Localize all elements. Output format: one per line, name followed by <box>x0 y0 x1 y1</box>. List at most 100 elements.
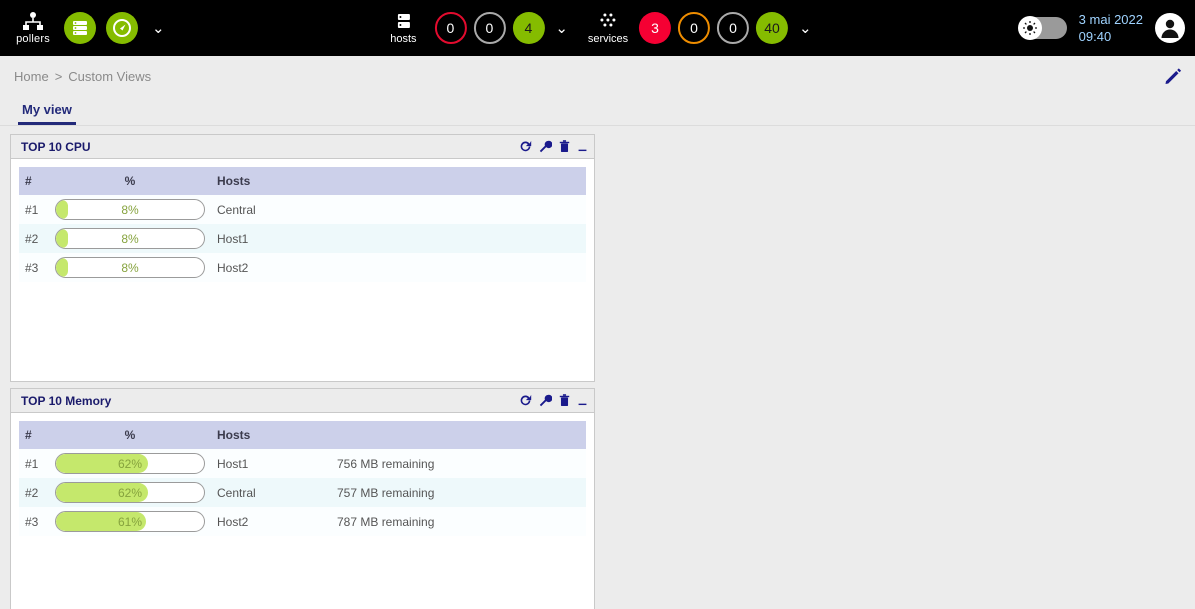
topbar-left-group: pollers ⌄ <box>0 11 169 45</box>
progress-bar-label: 62% <box>117 456 143 471</box>
row-rank: #2 <box>25 485 39 500</box>
refresh-icon[interactable] <box>519 140 532 153</box>
trash-icon[interactable] <box>559 394 570 407</box>
breadcrumb-separator: > <box>54 68 63 84</box>
topbar-left-chevron[interactable]: ⌄ <box>152 19 165 37</box>
widget-top10-cpu: TOP 10 CPU # % Hosts #1 8% Central #2 8% Host… <box>10 134 595 382</box>
col-percent: % <box>49 167 211 195</box>
edit-view-button[interactable] <box>1163 66 1183 91</box>
server-stack-button[interactable] <box>64 12 96 44</box>
hosts-label: hosts <box>390 33 417 45</box>
widget-body: # % Hosts #1 62% Host1 756 MB remaining #2 62… <box>11 413 594 609</box>
memory-table-body: #1 62% Host1 756 MB remaining #2 62% Central 75… <box>19 449 586 536</box>
widget-top10-memory: TOP 10 Memory # % Hosts #1 62% Host1 756 MB… <box>10 388 595 609</box>
minimize-icon[interactable] <box>577 394 588 407</box>
table-row: #3 8% Host2 <box>19 253 586 282</box>
wrench-icon[interactable] <box>539 394 552 407</box>
row-host[interactable]: Central <box>217 485 256 500</box>
current-time: 09:40 <box>1078 29 1112 44</box>
progress-bar: 8% <box>55 199 205 220</box>
progress-bar-label: 8% <box>121 202 139 217</box>
row-progress: 62% <box>49 449 211 478</box>
col-hosts: Hosts <box>211 167 586 195</box>
dashboard-grid: TOP 10 CPU # % Hosts #1 8% Central #2 8% Host… <box>0 126 1195 609</box>
widget-header: TOP 10 CPU <box>11 135 594 159</box>
row-host[interactable]: Host1 <box>217 456 249 471</box>
table-row: #3 61% Host2 787 MB remaining <box>19 507 586 536</box>
hosts-down-count[interactable]: 0 <box>434 12 467 44</box>
table-row: #2 8% Host1 <box>19 224 586 253</box>
row-host[interactable]: Host2 <box>217 514 249 529</box>
row-remaining: 756 MB remaining <box>337 456 435 471</box>
dots-grid-icon <box>600 13 616 27</box>
topbar-right-group: 3 mai 2022 09:40 <box>1017 11 1185 45</box>
progress-bar-fill <box>56 258 68 277</box>
row-progress: 8% <box>49 195 211 224</box>
row-rank: #1 <box>25 456 39 471</box>
hosts-chevron-down-icon[interactable]: ⌄ <box>555 19 568 37</box>
row-host[interactable]: Host1 <box>217 231 249 246</box>
widget-header: TOP 10 Memory <box>11 389 594 413</box>
services-ok-count[interactable]: 40 <box>756 12 788 44</box>
table-header-row: # % Hosts <box>19 167 586 195</box>
topbar-status-counters: hosts 0 0 4 ⌄ services 3 0 0 40 <box>379 11 815 45</box>
trash-icon[interactable] <box>559 140 570 153</box>
breadcrumb-home[interactable]: Home <box>14 68 49 84</box>
progress-bar: 8% <box>55 228 205 249</box>
server-stack-icon <box>73 21 87 35</box>
services-chevron-down-icon[interactable]: ⌄ <box>799 19 812 37</box>
services-counter-group: services 3 0 0 40 ⌄ <box>584 11 816 45</box>
progress-bar-fill <box>56 229 68 248</box>
progress-bar-fill <box>56 483 148 502</box>
breadcrumb-bar: Home > Custom Views <box>0 56 1195 96</box>
progress-bar-fill <box>56 454 148 473</box>
progress-bar-label: 61% <box>117 514 143 529</box>
user-avatar[interactable] <box>1155 13 1185 43</box>
services-warning-count[interactable]: 0 <box>678 12 710 44</box>
progress-bar: 8% <box>55 257 205 278</box>
memory-table: # % Hosts #1 62% Host1 756 MB remaining #2 62… <box>19 421 586 536</box>
row-rank: #3 <box>25 260 39 275</box>
network-nodes-icon <box>23 11 43 30</box>
hosts-counter-group: hosts 0 0 4 ⌄ <box>379 11 572 45</box>
wrench-icon[interactable] <box>539 140 552 153</box>
speedometer-icon <box>113 19 131 37</box>
progress-bar-label: 62% <box>117 485 143 500</box>
widget-title: TOP 10 Memory <box>21 393 112 408</box>
row-rank: #3 <box>25 514 39 529</box>
services-label: services <box>587 33 629 45</box>
progress-bar: 61% <box>55 511 205 532</box>
speedometer-button[interactable] <box>106 12 138 44</box>
services-unknown-count[interactable]: 0 <box>717 12 749 44</box>
theme-toggle[interactable] <box>1017 16 1067 40</box>
cpu-table: # % Hosts #1 8% Central #2 8% Host1 #3 8% Host2 <box>19 167 586 282</box>
services-critical-count[interactable]: 3 <box>639 12 671 44</box>
current-date: 3 mai 2022 <box>1078 12 1143 27</box>
refresh-icon[interactable] <box>519 394 532 407</box>
col-hosts: Hosts <box>211 421 331 449</box>
row-host[interactable]: Host2 <box>217 260 249 275</box>
progress-bar-label: 8% <box>121 231 139 246</box>
pollers-button[interactable]: pollers <box>12 11 54 45</box>
view-tab-bar: My view <box>0 96 1195 126</box>
hosts-unreachable-count[interactable]: 0 <box>473 12 506 44</box>
row-progress: 62% <box>49 478 211 507</box>
row-rank: #2 <box>25 231 39 246</box>
hosts-up-count[interactable]: 4 <box>512 12 545 44</box>
col-percent: % <box>49 421 211 449</box>
theme-toggle-knob <box>1017 16 1042 40</box>
progress-bar-label: 8% <box>121 260 139 275</box>
user-avatar-icon <box>1161 19 1179 38</box>
datetime-block: 3 mai 2022 09:40 <box>1079 11 1143 45</box>
minimize-icon[interactable] <box>577 140 588 153</box>
pencil-icon <box>1165 68 1182 84</box>
table-row: #1 62% Host1 756 MB remaining <box>19 449 586 478</box>
tab-my-view[interactable]: My view <box>18 102 76 125</box>
services-icon-block[interactable]: services <box>584 11 632 45</box>
row-remaining: 757 MB remaining <box>337 485 435 500</box>
hosts-icon-block[interactable]: hosts <box>379 11 427 45</box>
progress-bar: 62% <box>55 482 205 503</box>
pollers-label: pollers <box>16 32 50 45</box>
breadcrumb-current: Custom Views <box>68 68 152 84</box>
row-host[interactable]: Central <box>217 202 256 217</box>
